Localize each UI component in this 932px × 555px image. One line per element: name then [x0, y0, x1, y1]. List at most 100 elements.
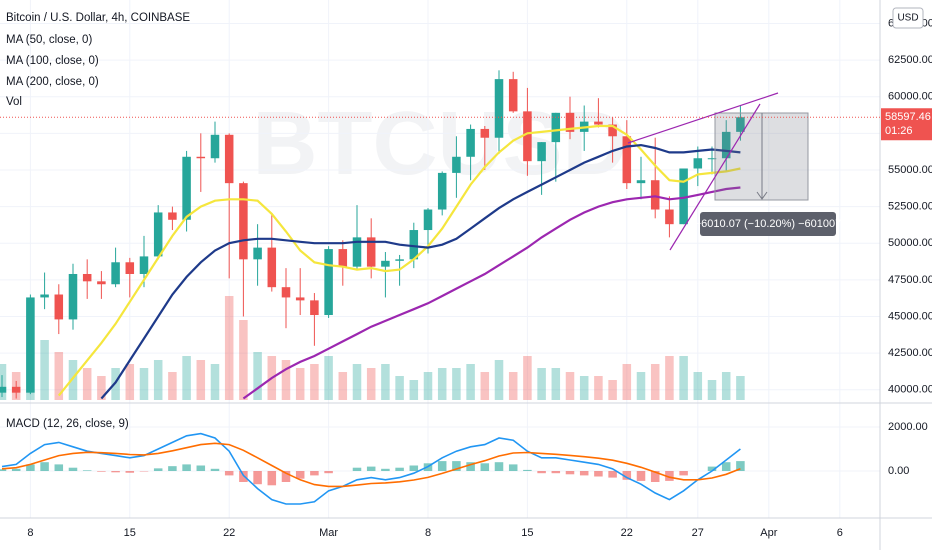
price-label: 58597.46	[885, 111, 931, 123]
candle-body	[55, 295, 64, 320]
volume-bar	[580, 376, 589, 400]
candle-body	[40, 295, 49, 298]
histogram-bar	[637, 471, 646, 481]
candle-body	[239, 183, 248, 259]
volume-bar	[481, 372, 490, 400]
legend-entry: MA (200, close, 0)	[6, 76, 99, 88]
candle-body	[324, 249, 333, 315]
volume-bar	[665, 356, 674, 400]
volume-bar	[623, 364, 632, 400]
candle-body	[395, 259, 404, 260]
countdown: 01:26	[885, 125, 913, 137]
y-tick-label: 2000.00	[888, 421, 928, 433]
volume-bar	[410, 380, 419, 400]
histogram-bar	[537, 471, 546, 473]
y-tick-label: 55000.00	[888, 164, 932, 176]
volume-bar	[211, 364, 220, 400]
histogram-bar	[268, 471, 277, 485]
legend-entry: Vol	[6, 96, 22, 108]
histogram-bar	[495, 462, 504, 471]
x-tick-label: Apr	[760, 527, 777, 539]
volume-bar	[566, 372, 575, 400]
volume-bar	[381, 364, 390, 400]
x-tick-label: 8	[425, 527, 431, 539]
x-tick-label: 6	[837, 527, 843, 539]
histogram-bar	[608, 471, 617, 478]
histogram-bar	[310, 471, 319, 475]
volume-bar	[282, 360, 291, 400]
candle-body	[481, 129, 490, 138]
candle-body	[69, 274, 78, 319]
histogram-bar	[594, 471, 603, 477]
candle-body	[495, 79, 504, 138]
x-tick-label: 8	[27, 527, 33, 539]
histogram-bar	[367, 467, 376, 471]
candle-body	[97, 281, 106, 284]
candle-body	[211, 135, 220, 158]
volume-bar	[651, 364, 660, 400]
legend-entry: MA (100, close, 0)	[6, 55, 99, 67]
histogram-bar	[381, 469, 390, 471]
volume-bar	[339, 372, 348, 400]
volume-bar	[154, 360, 163, 400]
histogram-bar	[40, 462, 49, 471]
volume-bar	[679, 356, 688, 400]
legend-entry: MACD (12, 26, close, 9)	[6, 418, 129, 430]
candle-body	[140, 256, 149, 274]
volume-bar	[253, 352, 262, 400]
histogram-bar	[126, 471, 135, 473]
y-tick-label: 50000.00	[888, 237, 932, 249]
volume-bar	[168, 372, 177, 400]
histogram-bar	[97, 471, 106, 472]
histogram-bar	[69, 468, 78, 471]
candle-body	[410, 230, 419, 259]
histogram-bar	[253, 471, 262, 484]
candle-body	[523, 111, 532, 161]
x-tick-label: 27	[692, 527, 704, 539]
histogram-bar	[12, 469, 21, 471]
volume-bar	[466, 364, 475, 400]
histogram-bar	[239, 471, 248, 482]
y-tick-label: 62500.00	[888, 54, 932, 66]
currency: USD	[897, 13, 918, 24]
histogram-bar	[55, 464, 64, 471]
candle-body	[83, 274, 92, 281]
candle-body	[154, 212, 163, 256]
volume-bar	[197, 360, 206, 400]
candle-body	[168, 212, 177, 219]
volume-bar	[0, 364, 6, 400]
histogram-bar	[566, 471, 575, 474]
volume-bar	[140, 368, 149, 400]
candle-body	[594, 122, 603, 125]
candle-body	[225, 135, 234, 183]
candle-body	[509, 79, 518, 111]
histogram-bar	[523, 470, 532, 471]
volume-bar	[40, 340, 49, 400]
volume-bar	[694, 372, 703, 400]
histogram-bar	[395, 468, 404, 471]
candle-body	[424, 210, 433, 231]
histogram-bar	[225, 471, 234, 475]
candle-body	[637, 180, 646, 183]
volume-bar	[637, 372, 646, 400]
measure-label: −6010.07 (−10.20%) −601007	[695, 218, 842, 230]
candle-body	[452, 157, 461, 173]
volume-bar	[353, 364, 362, 400]
histogram-bar	[211, 469, 220, 471]
y-tick-label: 60000.00	[888, 91, 932, 103]
candle-body	[111, 262, 120, 284]
y-tick-label: 47500.00	[888, 274, 932, 286]
candle-body	[381, 261, 390, 267]
volume-bar	[324, 356, 333, 400]
candle-body	[623, 136, 632, 183]
volume-bar	[83, 368, 92, 400]
candle-body	[282, 287, 291, 297]
histogram-bar	[182, 464, 191, 471]
x-tick-label: Mar	[319, 527, 338, 539]
volume-bar	[225, 296, 234, 400]
histogram-bar	[679, 471, 688, 475]
volume-bar	[537, 368, 546, 400]
volume-bar	[438, 368, 447, 400]
